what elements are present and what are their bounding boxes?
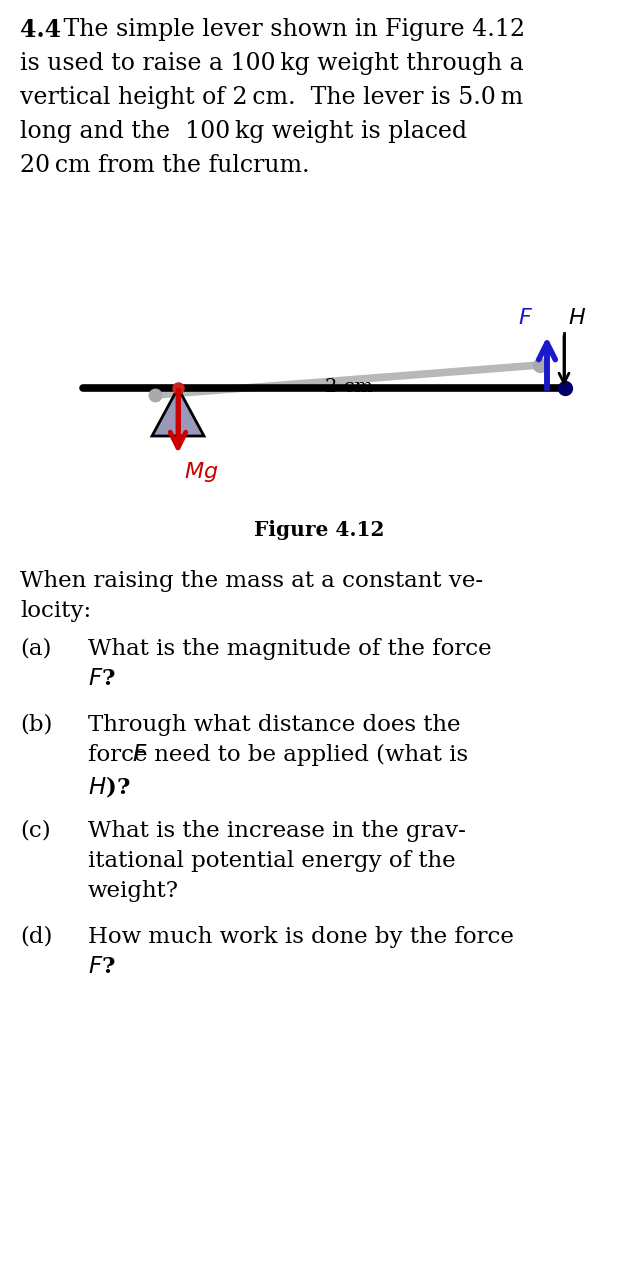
Text: $\mathit{H}$: $\mathit{H}$ — [568, 307, 586, 329]
Text: $\mathit{F}$: $\mathit{F}$ — [132, 744, 147, 766]
Text: force: force — [88, 744, 155, 766]
Text: When raising the mass at a constant ve-: When raising the mass at a constant ve- — [20, 570, 483, 592]
Text: $\mathit{F}$: $\mathit{F}$ — [518, 307, 533, 329]
Text: (b): (b) — [20, 714, 52, 737]
Text: (a): (a) — [20, 638, 52, 660]
Text: Figure 4.12: Figure 4.12 — [254, 519, 384, 540]
Text: $\mathit{H}$)?: $\mathit{H}$)? — [88, 773, 130, 799]
Text: $Mg$: $Mg$ — [184, 460, 218, 484]
Text: What is the increase in the grav-: What is the increase in the grav- — [88, 820, 466, 842]
Text: (d): (d) — [20, 926, 52, 947]
Text: weight?: weight? — [88, 880, 179, 902]
Text: (c): (c) — [20, 820, 50, 842]
Text: 2 cm: 2 cm — [325, 377, 373, 396]
Text: itational potential energy of the: itational potential energy of the — [88, 850, 456, 872]
Text: need to be applied (what is: need to be applied (what is — [147, 744, 468, 766]
Text: locity:: locity: — [20, 599, 91, 622]
Text: 4.4: 4.4 — [20, 18, 61, 42]
Text: What is the magnitude of the force: What is the magnitude of the force — [88, 638, 492, 660]
Text: long and the  100 kg weight is placed: long and the 100 kg weight is placed — [20, 119, 467, 144]
Polygon shape — [152, 389, 204, 436]
Text: The simple lever shown in Figure 4.12: The simple lever shown in Figure 4.12 — [56, 18, 525, 41]
Text: $\mathit{F}$?: $\mathit{F}$? — [88, 956, 115, 978]
Text: is used to raise a 100 kg weight through a: is used to raise a 100 kg weight through… — [20, 52, 524, 75]
Text: $\mathit{F}$?: $\mathit{F}$? — [88, 668, 115, 690]
Text: vertical height of 2 cm.  The lever is 5.0 m: vertical height of 2 cm. The lever is 5.… — [20, 86, 523, 109]
Text: How much work is done by the force: How much work is done by the force — [88, 926, 514, 947]
Text: 20 cm from the fulcrum.: 20 cm from the fulcrum. — [20, 154, 309, 177]
Text: Through what distance does the: Through what distance does the — [88, 714, 461, 737]
